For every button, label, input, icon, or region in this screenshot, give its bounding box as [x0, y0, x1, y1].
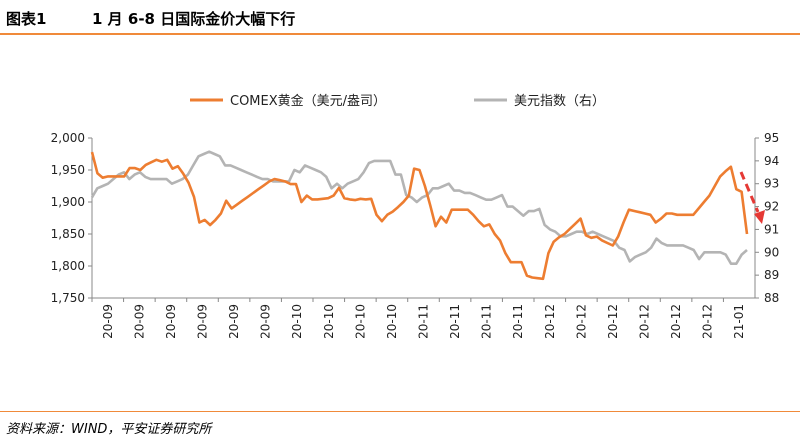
legend-usd: 美元指数（右）: [474, 94, 605, 109]
x-tick-label: 20-09: [227, 304, 241, 339]
legend-label: COMEX黄金（美元/盎司）: [230, 93, 386, 109]
right-tick-label: 90: [764, 245, 779, 259]
arrow-shaft: [739, 171, 760, 213]
legend: COMEX黄金（美元/盎司） 美元指数（右）: [190, 93, 605, 109]
figure-header: 图表1 1 月 6-8 日国际金价大幅下行: [0, 0, 800, 34]
left-tick-label: 1,850: [51, 227, 85, 241]
x-tick-label: 20-09: [196, 304, 210, 339]
left-tick-label: 1,950: [51, 163, 85, 177]
usd-index-line: [90, 150, 748, 265]
x-tick-label: 20-10: [353, 304, 367, 339]
x-tick-label: 20-11: [417, 304, 431, 339]
figure-title: 1 月 6-8 日国际金价大幅下行: [92, 10, 296, 28]
legend-gold: COMEX黄金（美元/盎司）: [190, 93, 386, 109]
x-tick-label: 20-12: [638, 304, 652, 339]
trend-arrow: [739, 171, 765, 224]
source-note: 资料来源：WIND，平安证券研究所: [6, 422, 212, 437]
comex-gold-line: [90, 151, 749, 281]
x-tick-label: 20-09: [259, 304, 273, 339]
left-tick-label: 1,800: [51, 259, 85, 273]
right-tick-label: 94: [764, 154, 779, 168]
x-tick-label: 20-09: [132, 304, 146, 339]
x-tick-label: 20-12: [543, 304, 557, 339]
series-lines: [90, 150, 749, 281]
x-tick-label: 20-11: [448, 304, 462, 339]
x-tick-label: 20-12: [669, 304, 683, 339]
x-tick-label: 20-10: [385, 304, 399, 339]
x-tick-label: 20-12: [606, 304, 620, 339]
right-tick-label: 95: [764, 131, 779, 145]
x-tick-label: 20-10: [290, 304, 304, 339]
right-tick-label: 91: [764, 222, 779, 236]
x-tick-label: 20-10: [322, 304, 336, 339]
left-tick-label: 1,900: [51, 195, 85, 209]
left-tick-label: 1,750: [51, 291, 85, 305]
x-tick-label: 20-12: [574, 304, 588, 339]
axes: 1,750 1,800 1,850 1,900 1,950 2,000 88 89 90 91 92…: [51, 131, 780, 339]
right-tick-label: 92: [764, 200, 779, 214]
figure-label: 图表1: [6, 10, 47, 28]
arrow-head: [754, 210, 765, 224]
x-tick-label: 20-09: [101, 304, 115, 339]
header-rule: [0, 33, 800, 35]
right-tick-label: 88: [764, 291, 779, 305]
x-tick-label: 20-11: [480, 304, 494, 339]
legend-label: 美元指数（右）: [514, 94, 605, 109]
x-tick-label: 21-01: [732, 304, 746, 339]
footer-rule: [0, 411, 800, 412]
chart: COMEX黄金（美元/盎司） 美元指数（右） 1,750 1,800 1,850 1,9…: [51, 93, 780, 339]
x-tick-label: 20-12: [701, 304, 715, 339]
x-tick-label: 20-09: [164, 304, 178, 339]
right-tick-label: 93: [764, 177, 779, 191]
x-tick-label: 20-11: [511, 304, 525, 339]
right-tick-label: 89: [764, 268, 779, 282]
left-tick-label: 2,000: [51, 131, 85, 145]
